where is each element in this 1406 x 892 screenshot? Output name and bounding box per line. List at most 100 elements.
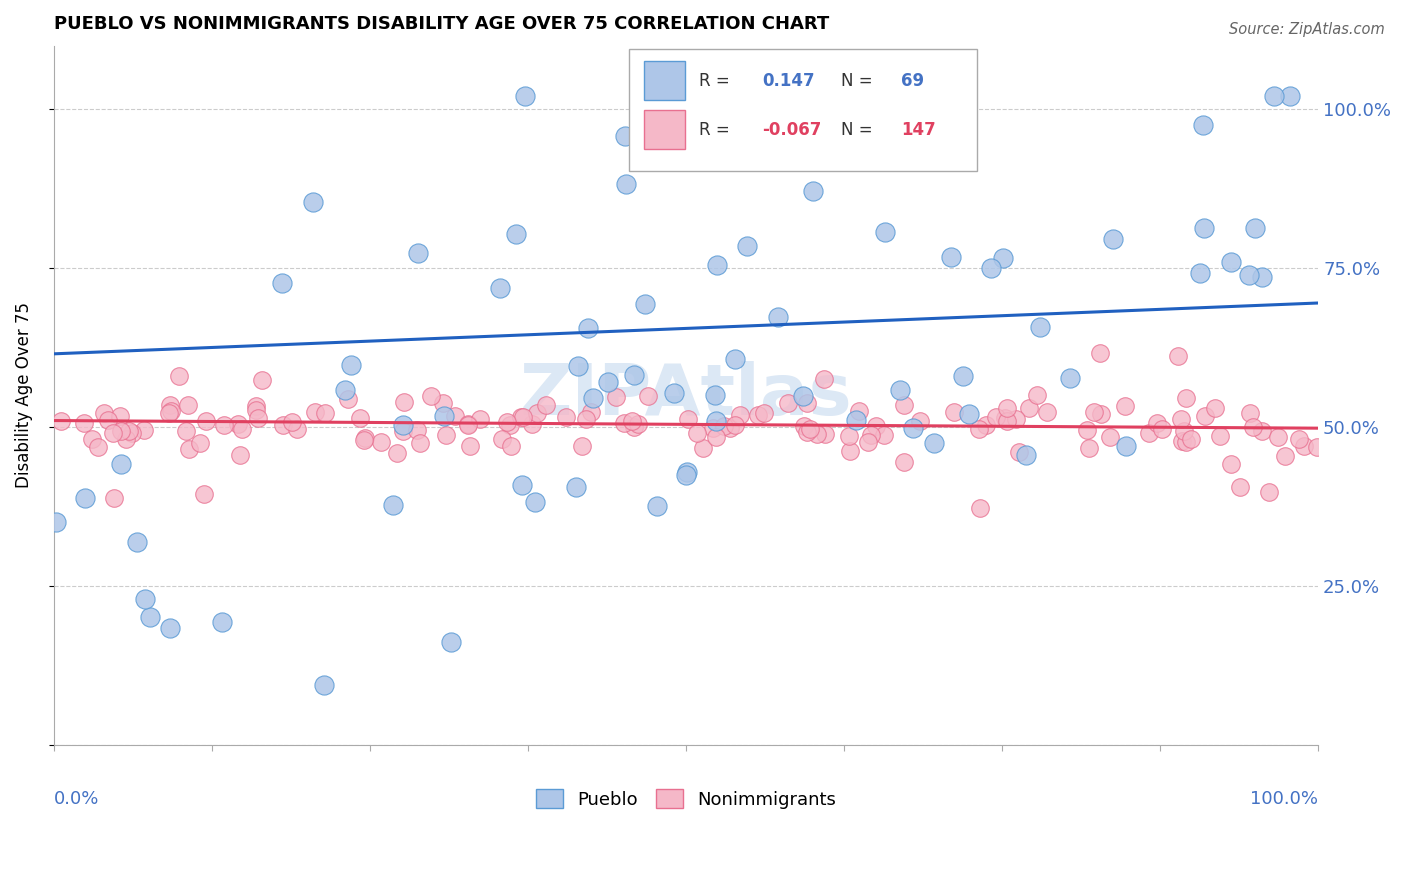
Point: [702, 421, 724, 435]
Bar: [628, 49, 977, 171]
Text: N =: N =: [842, 71, 879, 89]
Point: [1102, 232, 1125, 246]
Point: [692, 442, 714, 456]
Point: [576, 320, 599, 334]
Point: [1083, 405, 1105, 419]
Point: [228, 449, 250, 463]
Point: [582, 391, 605, 405]
Text: R =: R =: [699, 71, 734, 89]
Point: [382, 498, 405, 512]
Point: [159, 621, 181, 635]
Point: [792, 389, 814, 403]
Point: [704, 430, 727, 444]
Point: [169, 368, 191, 383]
Point: [115, 433, 138, 447]
Text: 69: 69: [901, 71, 924, 89]
Point: [614, 129, 637, 144]
Point: [1090, 407, 1112, 421]
Point: [873, 428, 896, 442]
Point: [637, 389, 659, 403]
Point: [579, 405, 602, 419]
Point: [301, 194, 323, 209]
Bar: [644, 111, 685, 149]
Point: [139, 609, 162, 624]
Point: [713, 418, 735, 433]
Point: [1209, 428, 1232, 442]
Point: [354, 431, 377, 445]
Point: [468, 412, 491, 426]
Point: [1188, 266, 1211, 280]
Point: [1029, 319, 1052, 334]
Point: [813, 372, 835, 386]
Text: 0.147: 0.147: [762, 71, 814, 89]
Point: [97, 413, 120, 427]
Point: [1250, 425, 1272, 439]
Point: [1239, 406, 1261, 420]
Point: [512, 410, 534, 425]
Point: [991, 251, 1014, 265]
Point: [499, 439, 522, 453]
Text: PUEBLO VS NONIMMIGRANTS DISABILITY AGE OVER 75 CORRELATION CHART: PUEBLO VS NONIMMIGRANTS DISABILITY AGE O…: [53, 15, 830, 33]
Point: [1237, 268, 1260, 283]
Point: [159, 398, 181, 412]
Point: [776, 396, 799, 410]
Point: [1258, 484, 1281, 499]
Point: [1005, 411, 1028, 425]
Point: [211, 615, 233, 630]
Point: [605, 390, 627, 404]
Point: [245, 399, 267, 413]
Point: [333, 383, 356, 397]
Point: [766, 310, 789, 324]
Point: [664, 386, 686, 401]
Legend: Pueblo, Nonimmigrants: Pueblo, Nonimmigrants: [529, 782, 844, 816]
Point: [433, 409, 456, 423]
Point: [127, 534, 149, 549]
Point: [434, 428, 457, 442]
Point: [103, 491, 125, 505]
Point: [280, 416, 302, 430]
Point: [706, 258, 728, 272]
Point: [387, 446, 409, 460]
Point: [1288, 432, 1310, 446]
Point: [458, 438, 481, 452]
Point: [685, 426, 707, 441]
Point: [799, 422, 821, 436]
Point: [1076, 423, 1098, 437]
Point: [271, 277, 294, 291]
Point: [1267, 430, 1289, 444]
Bar: [644, 62, 685, 100]
Point: [1173, 424, 1195, 438]
Point: [93, 406, 115, 420]
Point: [160, 404, 183, 418]
Point: [943, 404, 966, 418]
Point: [957, 407, 980, 421]
Point: [246, 411, 269, 425]
Point: [534, 398, 557, 412]
Point: [1229, 480, 1251, 494]
Point: [984, 409, 1007, 424]
Point: [134, 592, 156, 607]
Point: [634, 297, 657, 311]
Point: [1219, 457, 1241, 471]
Point: [110, 458, 132, 472]
Text: 100.0%: 100.0%: [1250, 790, 1319, 808]
Point: [565, 480, 588, 494]
Point: [796, 396, 818, 410]
Point: [873, 225, 896, 239]
Point: [1244, 221, 1267, 235]
Point: [613, 416, 636, 430]
Point: [623, 420, 645, 434]
Point: [132, 424, 155, 438]
Point: [118, 424, 141, 438]
Point: [513, 89, 536, 103]
Point: [974, 418, 997, 433]
Point: [408, 435, 430, 450]
Point: [489, 281, 512, 295]
Point: [939, 250, 962, 264]
Point: [1078, 441, 1101, 455]
Point: [838, 428, 860, 442]
Point: [45, 516, 67, 530]
Point: [838, 443, 860, 458]
Point: [1146, 416, 1168, 430]
Point: [747, 409, 769, 423]
